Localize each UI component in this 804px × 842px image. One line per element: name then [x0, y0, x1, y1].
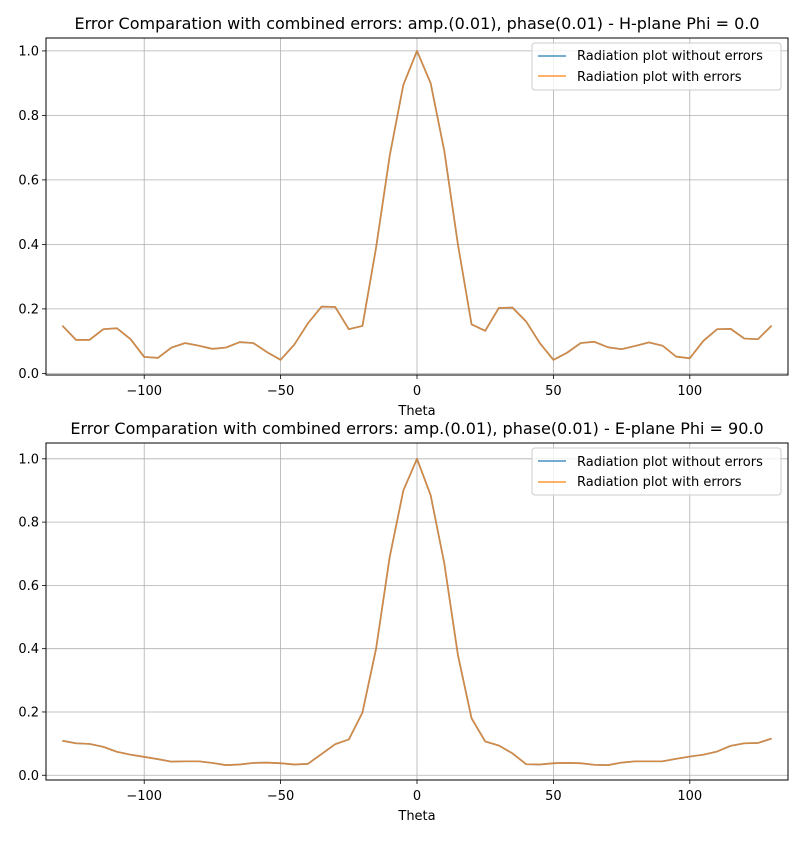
- x-tick-label: −100: [126, 789, 162, 804]
- legend-box: [531, 42, 782, 91]
- y-tick-label: 0.2: [18, 302, 39, 317]
- y-tick-label: 0.8: [18, 109, 39, 124]
- y-tick-label: 1.0: [18, 452, 39, 467]
- legend-label-with-errors: Radiation plot with errors: [577, 70, 742, 85]
- y-tick-label: 0.8: [18, 516, 39, 531]
- y-tick-label: 0.0: [18, 367, 39, 382]
- grid-lines: [46, 38, 788, 375]
- x-axis-label: Theta: [397, 404, 435, 419]
- grid-lines: [46, 443, 788, 780]
- series-line-with-errors: [61, 50, 773, 361]
- h-plane-chart: Error Comparation with combined errors: …: [18, 14, 789, 419]
- axis-ticks: −100 −50 0 50 100 0.0 0.2 0.4 0.6 0.8 1.0: [18, 452, 702, 804]
- series-line-with-errors: [62, 457, 772, 766]
- x-tick-label: 0: [413, 384, 421, 399]
- y-tick-label: 0.6: [18, 579, 39, 594]
- axis-ticks: −100 −50 0 50 100 0.0 0.2 0.4 0.6 0.8 1.0: [18, 44, 702, 399]
- y-tick-label: 0.4: [18, 238, 39, 253]
- legend-label-without-errors: Radiation plot without errors: [577, 49, 763, 64]
- chart-title: Error Comparation with combined errors: …: [74, 14, 759, 33]
- y-tick-label: 1.0: [18, 44, 39, 59]
- y-tick-label: 0.0: [18, 769, 39, 784]
- x-tick-label: 50: [545, 789, 562, 804]
- x-axis-label: Theta: [397, 809, 435, 824]
- legend-label-without-errors: Radiation plot without errors: [577, 455, 763, 470]
- x-tick-label: 50: [545, 384, 562, 399]
- x-tick-label: 100: [677, 384, 702, 399]
- legend-box: [531, 447, 782, 496]
- chart-title: Error Comparation with combined errors: …: [70, 419, 763, 438]
- x-tick-label: −100: [126, 384, 162, 399]
- x-tick-label: −50: [267, 384, 294, 399]
- x-tick-label: 100: [677, 789, 702, 804]
- legend: Radiation plot without errors Radiation …: [531, 42, 782, 91]
- legend-label-with-errors: Radiation plot with errors: [577, 475, 742, 490]
- series-lines: [62, 457, 772, 766]
- y-tick-label: 0.4: [18, 642, 39, 657]
- e-plane-chart: Error Comparation with combined errors: …: [18, 419, 789, 824]
- x-tick-label: 0: [413, 789, 421, 804]
- series-lines: [61, 50, 773, 361]
- legend: Radiation plot without errors Radiation …: [531, 447, 782, 496]
- y-tick-label: 0.6: [18, 173, 39, 188]
- x-tick-label: −50: [267, 789, 294, 804]
- y-tick-label: 0.2: [18, 705, 39, 720]
